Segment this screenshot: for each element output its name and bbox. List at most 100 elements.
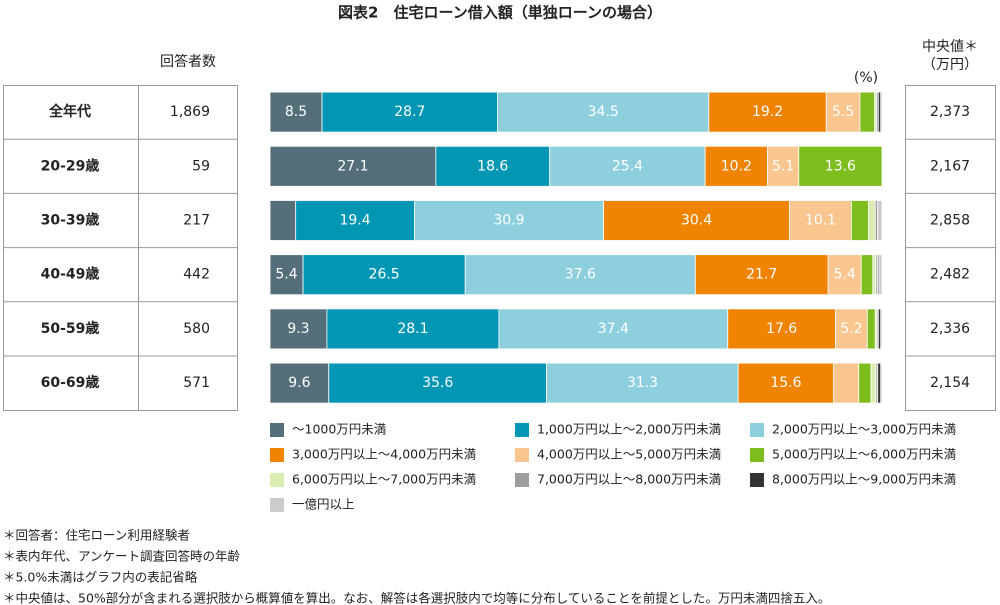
legend-swatch [515, 448, 529, 462]
segment-label: 9.6 [288, 375, 310, 391]
bar-segment [868, 200, 876, 241]
legend-label: 1,000万円以上～2,000万円未満 [537, 422, 721, 437]
legend-swatch [270, 448, 284, 462]
bar-segment [269, 200, 297, 241]
respondent-count: 442 [183, 267, 210, 283]
segment-label: 18.6 [477, 158, 508, 174]
segment-label: 37.6 [565, 267, 596, 283]
segment-label: 5.4 [275, 267, 297, 283]
segment-label: 30.9 [493, 213, 524, 229]
segment-label: 10.1 [805, 213, 836, 229]
bar-segment [727, 308, 836, 350]
bar-segment [860, 254, 874, 296]
note: ＊5.0%未満はグラフ内の表記省略 [3, 570, 198, 585]
median-value: 2,858 [930, 213, 970, 229]
bar-segment [694, 254, 829, 296]
bar-segment [498, 308, 729, 350]
bar-segment [872, 254, 877, 296]
median-unit: （万円） [922, 57, 978, 73]
segment-label: 35.6 [422, 375, 453, 391]
legend-label: 3,000万円以上～4,000万円未満 [292, 447, 476, 462]
legend-label: 7,000万円以上～8,000万円未満 [537, 472, 721, 487]
respondent-count: 580 [183, 321, 210, 337]
bar-segment [497, 91, 710, 133]
respondents-header: 回答者数 [160, 53, 216, 70]
segment-label: 27.1 [337, 158, 368, 174]
segment-label: 10.2 [721, 158, 752, 174]
legend-swatch [270, 423, 284, 437]
median-value: 2,336 [930, 321, 970, 337]
bar-segment [435, 145, 551, 187]
category-label: 全年代 [48, 103, 91, 120]
legend-swatch [270, 498, 284, 512]
category-label: 20-29歳 [41, 157, 100, 174]
bar-segment [546, 362, 739, 404]
bar-segment [866, 308, 876, 350]
note: ＊中央値は、50%部分が含まれる選択肢から概算値を算出。なお、解答は各選択肢内で… [3, 591, 830, 605]
bar-segment [877, 200, 883, 241]
bar-segment [704, 145, 768, 187]
legend-swatch [515, 423, 529, 437]
table-frame [3, 85, 238, 411]
segment-label: 26.5 [369, 267, 400, 283]
legend-label: 2,000万円以上～3,000万円未満 [772, 422, 956, 437]
category-label: 60-69歳 [41, 374, 100, 391]
bar-segment [737, 362, 835, 404]
median-frame [905, 85, 996, 411]
category-label: 30-39歳 [41, 212, 100, 229]
respondent-count: 571 [183, 375, 210, 391]
respondent-count: 217 [183, 213, 210, 229]
segment-label: 28.1 [397, 321, 428, 337]
segment-label: 34.5 [588, 104, 619, 120]
segment-label: 31.3 [627, 375, 658, 391]
bar-segment [880, 91, 883, 133]
bar-segment [798, 145, 883, 187]
segment-label: 25.4 [612, 158, 643, 174]
legend-label: 4,000万円以上～5,000万円未満 [537, 447, 721, 462]
bar-segment [269, 91, 323, 133]
median-value: 2,167 [930, 158, 970, 174]
segment-label: 5.1 [772, 158, 794, 174]
segment-label: 5.5 [832, 104, 854, 120]
bar-segment [851, 200, 869, 241]
bar-segment [833, 362, 860, 404]
bar-segment [295, 200, 415, 241]
bar-segment [302, 254, 466, 296]
median-value: 2,154 [930, 375, 970, 391]
legend-swatch [750, 448, 764, 462]
bar-segment [549, 145, 706, 187]
bar-segment [767, 145, 800, 187]
segment-label: 15.6 [770, 375, 801, 391]
bar-segment [880, 362, 883, 404]
category-label: 40-49歳 [41, 266, 100, 283]
bar-segment [321, 91, 499, 133]
segment-label: 5.2 [840, 321, 862, 337]
bar-segment [880, 308, 883, 350]
median-value: 2,373 [930, 104, 970, 120]
bar-segment [326, 308, 500, 350]
legend-swatch [750, 423, 764, 437]
segment-label: 9.3 [287, 321, 309, 337]
segment-label: 19.4 [339, 213, 370, 229]
bar-segment [877, 362, 882, 404]
legend-label: 一億円以上 [292, 497, 355, 512]
unit-label: (%) [854, 70, 878, 86]
segment-label: 28.7 [394, 104, 425, 120]
segment-label: 19.2 [752, 104, 783, 120]
legend-label: ～1000万円未満 [292, 422, 386, 437]
segment-label: 30.4 [681, 213, 712, 229]
median-header: 中央値＊ [922, 39, 978, 55]
legend-swatch [750, 473, 764, 487]
category-label: 50-59歳 [41, 320, 100, 337]
note: ＊表内年代、アンケート調査回答時の年齢 [3, 549, 241, 564]
bar-segment [870, 362, 877, 404]
bar-segment [859, 91, 876, 133]
legend-label: 5,000万円以上～6,000万円未満 [772, 447, 956, 462]
respondent-count: 59 [192, 158, 210, 174]
chart-title: 図表2 住宅ローン借入額（単独ローンの場合） [338, 4, 662, 22]
note: ＊回答者：住宅ローン利用経験者 [3, 528, 190, 543]
segment-label: 5.4 [834, 267, 856, 283]
legend-swatch [270, 473, 284, 487]
bar-segment [269, 254, 304, 296]
